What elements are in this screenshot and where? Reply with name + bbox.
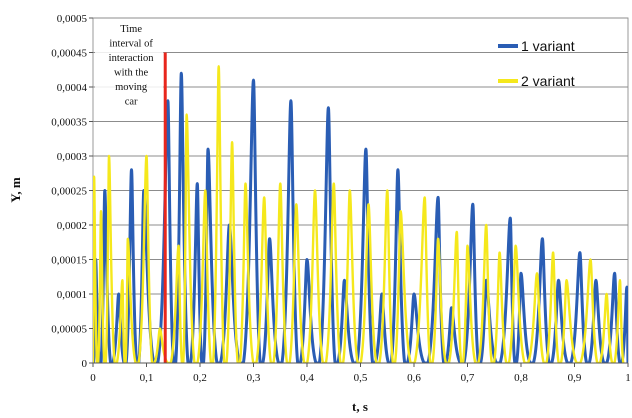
x-tick-label: 0,7 bbox=[461, 372, 475, 384]
x-tick-label: 0,5 bbox=[354, 372, 368, 384]
y-tick-label: 0,00035 bbox=[51, 117, 87, 129]
annotation-text-line: interval of bbox=[109, 39, 153, 50]
legend: 1 variant 2 variant bbox=[498, 38, 575, 89]
y-tick-label: 0,00005 bbox=[51, 324, 87, 336]
legend-label: 1 variant bbox=[521, 38, 575, 54]
annotation-text-line: interaction bbox=[109, 53, 155, 64]
x-tick-label: 0,9 bbox=[568, 372, 582, 384]
legend-label: 2 variant bbox=[521, 73, 575, 89]
y-tick-label: 0,00015 bbox=[51, 255, 87, 267]
annotation-text-line: car bbox=[125, 97, 138, 108]
x-tick-label: 1 bbox=[625, 372, 631, 384]
x-tick-label: 0,6 bbox=[407, 372, 421, 384]
annotation-text-line: with the bbox=[114, 68, 148, 79]
x-tick-label: 0,2 bbox=[193, 372, 207, 384]
y-tick-label: 0 bbox=[82, 358, 88, 370]
y-tick-label: 0,0002 bbox=[57, 220, 87, 232]
x-tick-label: 0,1 bbox=[140, 372, 154, 384]
x-axis-title: t, s bbox=[352, 399, 368, 413]
x-tick-label: 0,8 bbox=[514, 372, 528, 384]
series-line-2 bbox=[93, 65, 625, 363]
y-tick-label: 0,00025 bbox=[51, 186, 87, 198]
y-tick-label: 0,00045 bbox=[51, 48, 87, 60]
y-tick-label: 0,0005 bbox=[57, 13, 88, 25]
x-tick-label: 0 bbox=[90, 372, 96, 384]
x-tick-label: 0,4 bbox=[300, 372, 314, 384]
x-tick-label: 0,3 bbox=[247, 372, 261, 384]
y-tick-label: 0,0004 bbox=[57, 82, 88, 94]
annotation-text-line: Time bbox=[120, 24, 142, 35]
y-axis-title: Y, m bbox=[8, 177, 23, 203]
y-tick-label: 0,0001 bbox=[57, 289, 87, 301]
y-tick-label: 0,0003 bbox=[57, 151, 88, 163]
annotation-layer: Time interval of interaction with the moving… bbox=[95, 21, 167, 363]
annotation-background bbox=[95, 21, 164, 109]
axis-layer: 0 0,00005 0,0001 0,00015 0,0002 0,00025 0,0003… bbox=[51, 13, 631, 384]
annotation-text-line: moving bbox=[115, 82, 148, 93]
